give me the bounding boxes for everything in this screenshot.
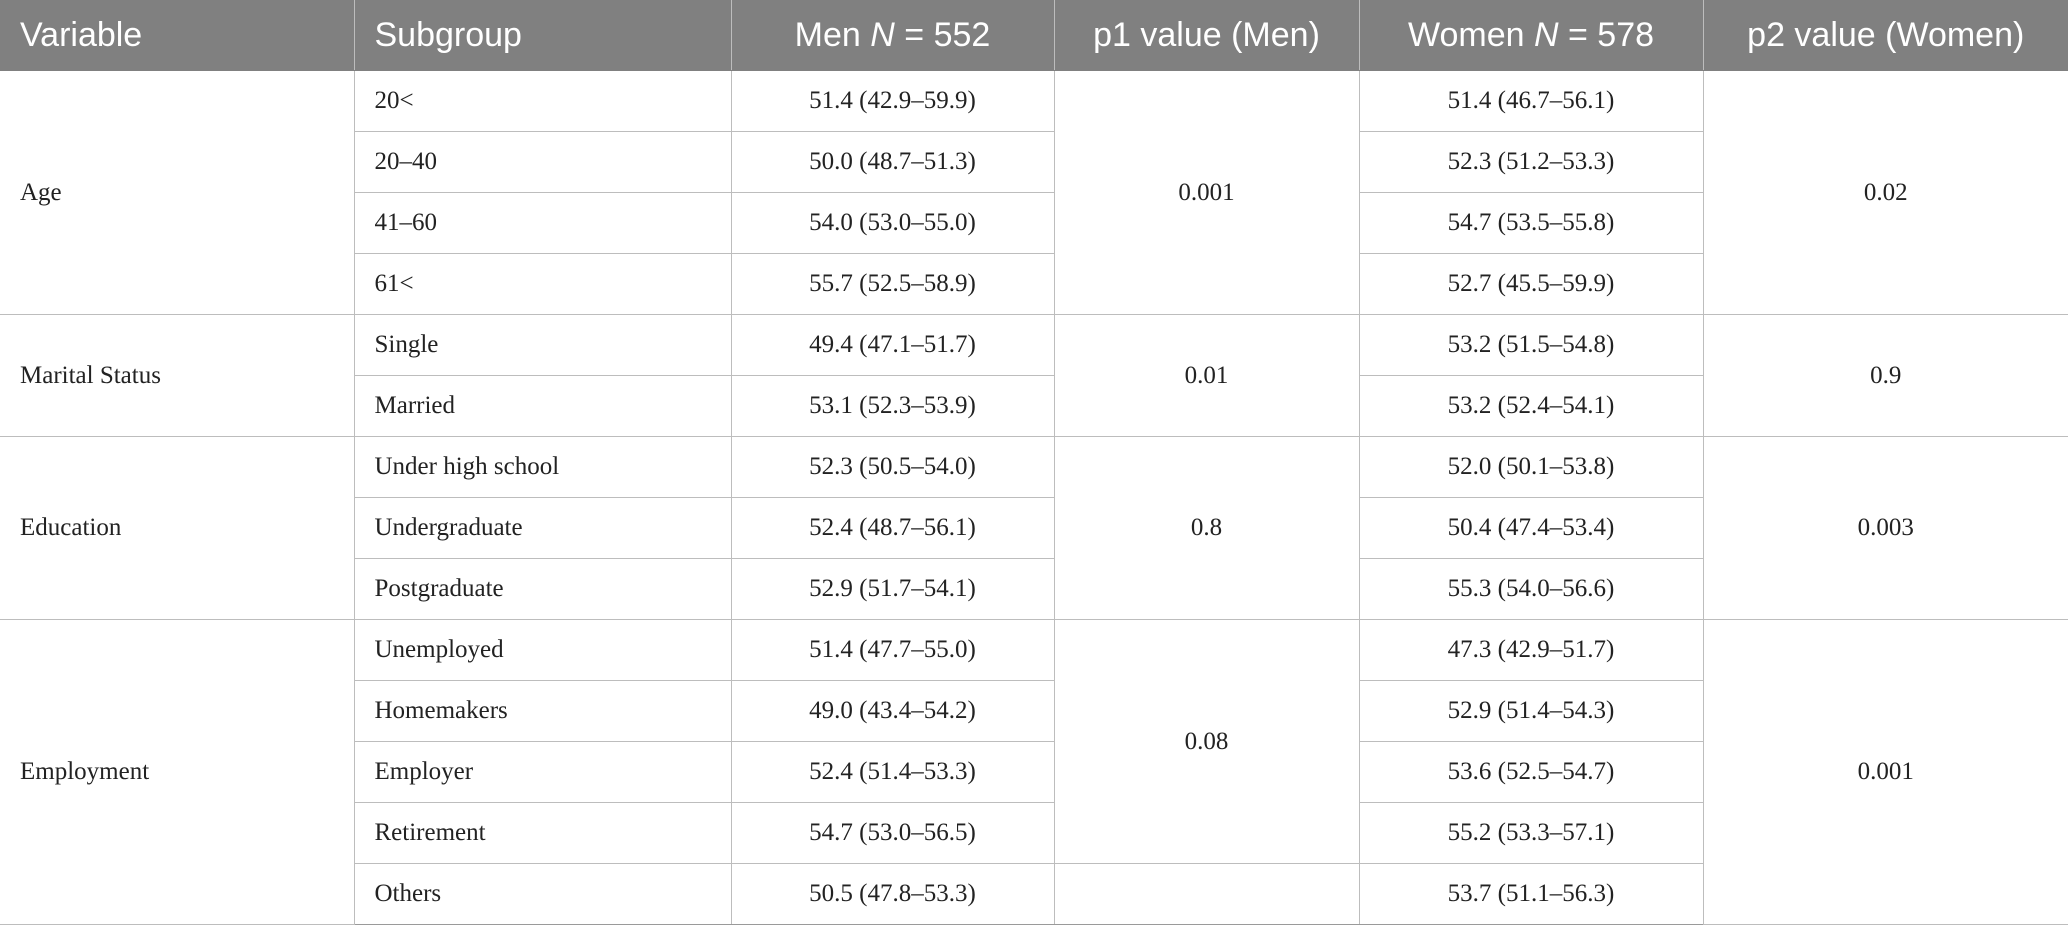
header-row: Variable Subgroup Men N = 552 p1 value (… [0,0,2068,71]
men-value-cell: 49.4 (47.1–51.7) [730,314,1055,376]
p2-value-cell: 0.003 [1702,436,2068,620]
header-men: Men N = 552 [731,0,1055,71]
header-subgroup: Subgroup [354,0,732,71]
men-value-cell: 54.0 (53.0–55.0) [730,192,1055,254]
table-row: Employment Unemployed 51.4 (47.7–55.0) 0.08… [0,619,2068,925]
subgroup-cell: Others [354,863,732,925]
men-value-cell: 50.0 (48.7–51.3) [730,131,1055,193]
header-women-prefix: Women [1407,15,1534,54]
subgroup-cell: 20–40 [354,131,732,193]
header-women-suffix: = 578 [1558,15,1655,54]
header-p2: p2 value (Women) [1703,0,2068,71]
table-row: 20–40 50.0 (48.7–51.3) 52.3 (51.2–53.3) [0,131,2068,193]
men-value-cell: 53.1 (52.3–53.9) [730,375,1055,437]
results-table: Variable Subgroup Men N = 552 p1 value (… [0,0,2068,925]
subgroup-cell: 20< [353,70,732,132]
men-value-cell: 49.0 (43.4–54.2) [730,680,1055,742]
subgroup-cell: Married [354,375,732,437]
subgroup-cell: 61< [354,253,732,315]
table-row: Homemakers 49.0 (43.4–54.2) 52.9 (51.4–54.… [0,680,2068,742]
table-row: Education Under high school 52.3 (50.5–54.… [0,436,2068,620]
women-value-cell: 53.6 (52.5–54.7) [1358,741,1703,803]
p1-value-cell: 0.001 [1053,70,1360,315]
table-row: 41–60 54.0 (53.0–55.0) 54.7 (53.5–55.8) [0,192,2068,254]
women-value-cell: 53.2 (51.5–54.8) [1358,314,1704,376]
subgroup-cell: Undergraduate [354,497,732,559]
women-value-cell: 50.4 (47.4–53.4) [1358,497,1703,559]
men-value-cell: 55.7 (52.5–58.9) [730,253,1055,315]
table-row: Postgraduate 52.9 (51.7–54.1) 55.3 (54.0–5… [0,558,2068,620]
variable-cell: Marital Status [0,314,355,437]
table-row: Marital Status Single 49.4 (47.1–51.7) 0.01… [0,314,2068,437]
subgroup-cell: Homemakers [354,680,732,742]
subgroup-cell: Retirement [354,802,732,864]
men-value-cell: 51.4 (42.9–59.9) [730,70,1055,132]
header-women-n: N [1533,15,1559,54]
men-value-cell: 51.4 (47.7–55.0) [730,619,1055,681]
table-row: Age 20< 51.4 (42.9–59.9) 0.001 51.4 (46.7–56… [0,70,2068,315]
subgroup-cell: Employer [354,741,732,803]
women-value-cell: 55.3 (54.0–56.6) [1358,558,1703,620]
subgroup-cell: Single [353,314,732,376]
men-value-cell: 52.4 (51.4–53.3) [730,741,1055,803]
men-value-cell: 54.7 (53.0–56.5) [730,802,1055,864]
women-value-cell: 53.2 (52.4–54.1) [1358,375,1703,437]
men-value-cell: 52.9 (51.7–54.1) [730,558,1055,620]
p1-value-cell: 0.08 [1053,619,1360,864]
p1-value-cell: 0.01 [1053,314,1360,437]
table-row: Undergraduate 52.4 (48.7–56.1) 50.4 (47.4–… [0,497,2068,559]
header-men-n: N [870,15,895,54]
subgroup-cell: Under high school [353,436,732,498]
women-value-cell: 53.7 (51.1–56.3) [1358,863,1703,925]
women-value-cell: 52.7 (45.5–59.9) [1358,253,1703,315]
variable-cell: Education [0,436,355,620]
table-header: Variable Subgroup Men N = 552 p1 value (… [0,0,2068,71]
women-value-cell: 51.4 (46.7–56.1) [1358,70,1704,132]
header-variable: Variable [0,0,355,71]
subgroup-cell: 41–60 [354,192,732,254]
header-women: Women N = 578 [1359,0,1704,71]
p2-value-cell: 0.02 [1702,70,2068,315]
variable-cell: Age [0,70,355,315]
women-value-cell: 52.3 (51.2–53.3) [1358,131,1703,193]
women-value-cell: 54.7 (53.5–55.8) [1358,192,1703,254]
men-value-cell: 52.3 (50.5–54.0) [730,436,1055,498]
variable-cell: Employment [0,619,355,925]
women-value-cell: 55.2 (53.3–57.1) [1358,802,1703,864]
subgroup-cell: Postgraduate [354,558,732,620]
table-row: Employer 52.4 (51.4–53.3) 53.6 (52.5–54.7) [0,741,2068,803]
p1-value-cell: 0.8 [1053,436,1360,620]
subgroup-cell: Unemployed [353,619,732,681]
table-row: Others 50.5 (47.8–53.3) 53.7 (51.1–56.3) [0,863,2068,925]
men-value-cell: 52.4 (48.7–56.1) [730,497,1055,559]
p1-empty-cell [1053,863,1360,925]
men-value-cell: 50.5 (47.8–53.3) [730,863,1055,925]
table-body: Age 20< 51.4 (42.9–59.9) 0.001 51.4 (46.7–56… [0,70,2068,925]
header-p1: p1 value (Men) [1054,0,1360,71]
women-value-cell: 52.0 (50.1–53.8) [1358,436,1704,498]
header-men-prefix: Men [794,15,871,54]
women-value-cell: 52.9 (51.4–54.3) [1358,680,1703,742]
p2-value-cell: 0.9 [1702,314,2068,437]
table-row: Married 53.1 (52.3–53.9) 53.2 (52.4–54.1) [0,375,2068,437]
table-row: Retirement 54.7 (53.0–56.5) 55.2 (53.3–57.… [0,802,2068,864]
header-men-suffix: = 552 [894,15,991,54]
data-table-container: Variable Subgroup Men N = 552 p1 value (… [0,0,2068,925]
women-value-cell: 47.3 (42.9–51.7) [1358,619,1704,681]
p2-value-cell: 0.001 [1702,619,2068,925]
